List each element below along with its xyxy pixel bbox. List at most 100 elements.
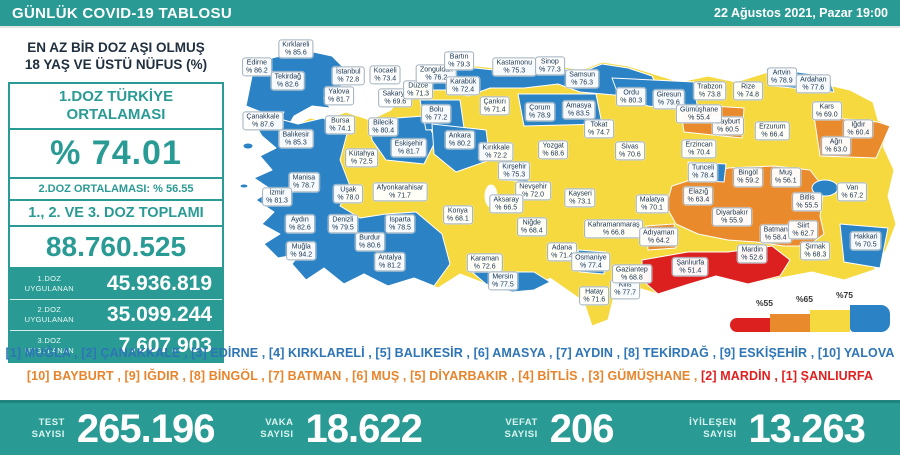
bottom-provinces-segment: [2] MARDİN , [1] ŞANLIURFA [701, 369, 874, 383]
stat-i̇yi̇leşen: İYİLEŞEN SAYISI 13.263 [668, 407, 886, 452]
province-label-kütahya: Kütahya% 72.5 [344, 148, 379, 168]
bottom-provinces-row: [10] BAYBURT , [9] IĞDIR , [8] BİNGÖL , … [0, 369, 900, 383]
applied-dose-value: 7.607.903 [118, 333, 212, 357]
stat-test: TEST SAYISI 265.196 [14, 407, 232, 452]
province-label-adıyaman: Adıyaman% 64.2 [638, 227, 679, 247]
province-label-kars: Kars% 69.0 [811, 101, 842, 121]
province-label-osmaniye: Osmaniye% 77.4 [571, 252, 611, 272]
island-aegean [239, 183, 249, 189]
province-label-kastamonu: Kastamonu% 75.3 [492, 57, 536, 77]
province-label-samsun: Samsun% 76.3 [565, 69, 599, 89]
province-label-burdur: Burdur% 80.6 [354, 232, 385, 252]
province-label-antalya: Antalya% 81.2 [374, 252, 406, 272]
province-label-erzurum: Erzurum% 66.4 [755, 121, 790, 141]
province-label-karabük: Karabük% 72.4 [446, 76, 481, 96]
province-label-sivas: Sivas% 70.6 [614, 141, 645, 161]
total-doses-title: 1., 2. VE 3. DOZ TOPLAMI [10, 201, 222, 227]
stat-label: VAKA SAYISI [260, 416, 294, 440]
legend-label-75: %75 [836, 290, 854, 300]
province-label-kocaeli: Kocaeli% 73.4 [369, 65, 401, 85]
applied-dose-label: 3.DOZ UYGULANAN [24, 336, 75, 355]
province-label-rize: Rize% 74.8 [733, 81, 764, 101]
legend-label-65: %65 [796, 294, 814, 304]
province-label-kırşehir: Kırşehir% 75.3 [498, 161, 531, 181]
report-datetime: 22 Ağustos 2021, Pazar 19:00 [714, 6, 888, 20]
province-label-ordu: Ordu% 80.3 [616, 87, 647, 107]
stat-vaka: VAKA SAYISI 18.622 [232, 407, 450, 452]
province-label-mardin: Mardin% 52.6 [737, 244, 768, 264]
province-label-amasya: Amasya% 83.5 [562, 100, 596, 120]
province-label-edirne: Edirne% 86.2 [241, 57, 272, 77]
province-label-siirt: Siirt% 62.7 [788, 220, 819, 240]
province-label-bolu: Bolu% 77.2 [421, 104, 452, 124]
top-provinces-text: [1] MUĞLA , [2] ÇANAKKALE , [3] EDİRNE ,… [5, 346, 895, 360]
stat-vefat: VEFAT SAYISI 206 [450, 407, 668, 452]
province-label-i̇zmir: İzmir% 81.3 [262, 187, 292, 207]
province-label-trabzon: Trabzon% 73.8 [693, 81, 727, 101]
province-label-sinop: Sinop% 77.3 [534, 56, 565, 76]
panel-heading-line1: EN AZ BİR DOZ AŞI OLMUŞ [27, 40, 205, 55]
applied-doses-table: 1.DOZ UYGULANAN 45.936.819 2.DOZ UYGULANAN 35… [8, 268, 224, 363]
applied-dose-label: 2.DOZ UYGULANAN [24, 305, 75, 324]
stat-value: 13.263 [748, 406, 865, 451]
province-label-karaman: Karaman% 72.6 [466, 253, 503, 273]
legend-swatch-orange [770, 314, 810, 332]
province-label-mersin: Mersin% 77.5 [487, 271, 518, 291]
province-label-bitlis: Bitlis% 55.5 [792, 192, 823, 212]
stat-value: 265.196 [76, 406, 216, 451]
legend-swatch-blue [850, 305, 890, 332]
province-label-niğde: Niğde% 68.4 [516, 217, 547, 237]
map-legend: %55 %65 %75 [730, 286, 894, 332]
stat-label: TEST SAYISI [31, 416, 65, 440]
province-label-kahramanmaraş: Kahramanmaraş% 66.8 [583, 219, 644, 239]
province-label-çankırı: Çankırı% 71.4 [479, 96, 511, 116]
province-label-kırklareli: Kırklareli% 85.6 [278, 39, 314, 59]
dose1-title: 1.DOZ TÜRKİYE ORTALAMASI [10, 84, 222, 130]
stat-value: 18.622 [305, 406, 422, 451]
province-label-balıkesir: Balıkesir% 85.3 [278, 129, 314, 149]
province-label-çorum: Çorum% 78.9 [524, 102, 555, 122]
province-label-denizli: Denizli% 79.5 [328, 214, 358, 234]
province-label-manisa: Manisa% 78.7 [288, 172, 320, 192]
province-label-hakkari: Hakkari% 70.5 [849, 231, 882, 251]
panel-heading-line2: 18 YAŞ VE ÜSTÜ NÜFUS (%) [24, 56, 208, 72]
panel-heading: EN AZ BİR DOZ AŞI OLMUŞ 18 YAŞ VE ÜSTÜ N… [8, 40, 224, 74]
province-label-tunceli: Tunceli% 78.4 [687, 162, 719, 182]
province-label-tekirdağ: Tekirdağ% 82.6 [270, 71, 306, 91]
applied-dose-row: 1.DOZ UYGULANAN 45.936.819 [10, 269, 222, 300]
province-label-nevşehir: Nevşehir% 72.0 [515, 181, 551, 201]
top-provinces-row: [1] MUĞLA , [2] ÇANAKKALE , [3] EDİRNE ,… [0, 346, 900, 360]
province-label-malatya: Malatya% 70.1 [635, 194, 669, 214]
stat-label: İYİLEŞEN SAYISI [689, 416, 737, 440]
province-label-bilecik: Bilecik% 80.4 [368, 117, 399, 137]
province-label-hatay: Hatay% 71.6 [579, 286, 610, 306]
legend-color-bar [730, 305, 894, 332]
province-label-eskişehir: Eskişehir% 81.7 [390, 138, 427, 158]
province-label-şanlıurfa: Şanlıurfa% 51.4 [672, 257, 709, 277]
province-label-yalova: Yalova% 81.7 [323, 86, 354, 106]
province-label-konya: Konya% 68.1 [442, 205, 473, 225]
applied-dose-value: 35.099.244 [106, 302, 212, 326]
province-label-bartın: Bartın% 79.3 [444, 51, 475, 71]
province-label-van: Van% 67.2 [837, 182, 868, 202]
province-label-şırnak: Şırnak% 68.3 [800, 241, 831, 261]
applied-dose-value: 45.936.819 [106, 271, 212, 295]
legend-label-55: %55 [756, 298, 774, 308]
total-doses-value: 88.760.525 [45, 230, 187, 262]
province-label-elazığ: Elazığ% 63.4 [683, 186, 714, 206]
province-label-kayseri: Kayseri% 73.1 [564, 188, 596, 208]
province-label-aksaray: Aksaray% 66.5 [489, 194, 523, 214]
province-label-artvin: Artvin% 78.9 [766, 67, 797, 87]
stat-value: 206 [549, 406, 615, 451]
vaccination-panel: EN AZ BİR DOZ AŞI OLMUŞ 18 YAŞ VE ÜSTÜ N… [8, 36, 224, 363]
province-label-i̇stanbul: İstanbul% 72.8 [332, 66, 365, 86]
province-label-aydın: Aydın% 82.6 [284, 214, 315, 234]
province-label-tokat: Tokat% 74.7 [584, 119, 614, 139]
province-label-uşak: Uşak% 78.0 [333, 184, 364, 204]
page-title: GÜNLÜK COVID-19 TABLOSU [12, 4, 232, 22]
legend-swatch-yellow [810, 310, 850, 332]
province-label-batman: Batman% 58.4 [759, 224, 792, 244]
header-bar: GÜNLÜK COVID-19 TABLOSU 22 Ağustos 2021,… [0, 0, 900, 28]
daily-stats-bar: TEST SAYISI 265.196 VAKA SAYISI 18.622 VEFAT SA… [0, 400, 900, 455]
